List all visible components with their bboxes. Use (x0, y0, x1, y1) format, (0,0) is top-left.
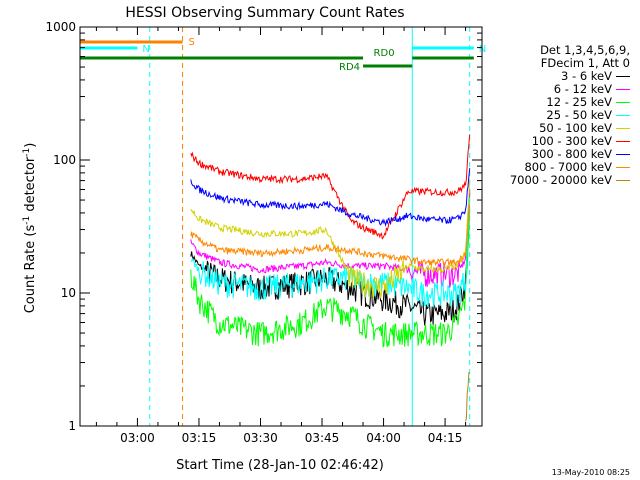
legend-swatch (616, 89, 630, 90)
y-axis-label-sup: -1 (22, 216, 32, 225)
legend-header-line: Det 1,3,4,5,6,9, (540, 43, 630, 57)
legend-item: 100 - 300 keV (532, 134, 630, 148)
legend-swatch (616, 167, 630, 168)
x-tick-label: 03:45 (305, 431, 340, 445)
series-line (190, 134, 471, 240)
x-tick-label: 03:30 (243, 431, 278, 445)
chart-title: HESSI Observing Summary Count Rates (125, 5, 404, 21)
legend-swatch (616, 180, 630, 181)
legend-swatch (616, 154, 630, 155)
legend-label: 100 - 300 keV (531, 134, 612, 148)
legend-label: 300 - 800 keV (531, 147, 612, 161)
footer-date: 13-May-2010 08:25 (551, 468, 630, 477)
series-line (190, 179, 471, 299)
legend-swatch (616, 128, 630, 129)
y-tick-label: 1 (68, 419, 76, 433)
flag-label: RD0 (374, 48, 395, 59)
x-axis-label: Start Time (28-Jan-10 02:46:42) (176, 458, 384, 473)
legend-item: 7000 - 20000 keV (510, 173, 630, 187)
legend-swatch (616, 76, 630, 77)
legend-label: 7000 - 20000 keV (509, 173, 612, 187)
legend-item: 25 - 50 keV (546, 108, 630, 122)
legend-label: 25 - 50 keV (546, 108, 612, 122)
series-line (190, 210, 471, 348)
flag-label: N (479, 44, 486, 55)
legend-item: 800 - 7000 keV (524, 160, 630, 174)
legend-swatch (616, 115, 630, 116)
legend-swatch (616, 141, 630, 142)
flag-label: RD4 (339, 62, 360, 73)
x-tick-label: 03:15 (182, 431, 217, 445)
flag-label: S (189, 37, 195, 48)
x-tick-label: 03:00 (120, 431, 155, 445)
series-line (190, 197, 471, 308)
x-tick-label: 04:15 (428, 431, 463, 445)
plot-frame (79, 26, 483, 427)
legend-header-line: FDecim 1, Att 0 (540, 56, 630, 70)
legend-item: 300 - 800 keV (532, 147, 630, 161)
axes: 03:00 03:15 03:30 03:45 04:00 04:15 1 10 100 1000 (45, 20, 483, 445)
legend-item: 6 - 12 keV (554, 82, 630, 96)
legend-label: 3 - 6 keV (561, 69, 612, 83)
x-tick-label: 04:00 (366, 431, 401, 445)
legend-label: 6 - 12 keV (553, 82, 612, 96)
legend-label: 12 - 25 keV (546, 95, 612, 109)
y-tick-label: 1000 (45, 20, 76, 34)
series-line (190, 205, 471, 268)
series-line (190, 168, 471, 227)
plot-area: S N N RD0 RD4 (79, 27, 486, 426)
legend-label: 50 - 100 keV (539, 121, 612, 135)
y-axis-label-part: detector (23, 156, 38, 216)
y-axis-label-sup: -1 (22, 148, 32, 157)
y-axis-label-part: Count Rate (s (23, 225, 38, 314)
y-axis-label-part: ) (23, 143, 38, 148)
legend-label: 800 - 7000 keV (524, 160, 612, 174)
y-tick-label: 100 (53, 153, 76, 167)
legend-item: 50 - 100 keV (539, 121, 630, 135)
y-axis-label: Count Rate (s-1 detector-1) (22, 143, 38, 314)
y-tick-label: 10 (61, 286, 76, 300)
legend-swatch (616, 102, 630, 103)
series-line (465, 371, 470, 422)
legend-item: 3 - 6 keV (561, 69, 630, 83)
legend-item: 12 - 25 keV (546, 95, 630, 109)
flag-label: N (142, 44, 149, 55)
